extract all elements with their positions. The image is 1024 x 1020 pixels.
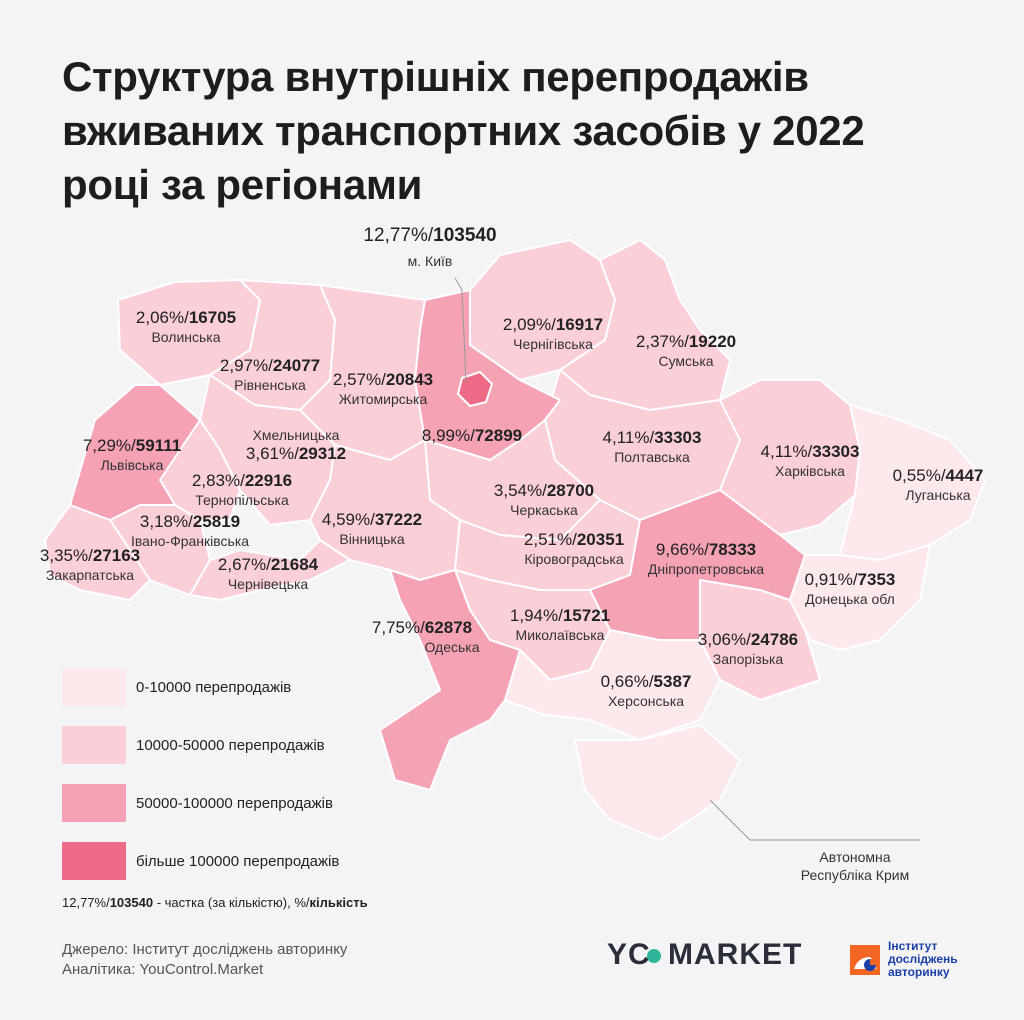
- legend-swatch: [62, 726, 126, 764]
- label-ternopil: 2,83%/22916 Тернопільська: [191, 471, 293, 508]
- label-kherson: 0,66%/5387 Херсонська: [600, 672, 692, 709]
- region-lviv: [69, 384, 201, 521]
- label-zaporizhzhia: 3,06%/24786 Запорізька: [697, 630, 799, 667]
- legend-label: 10000-50000 перепродажів: [136, 736, 325, 754]
- legend-tier-1: 0-10000 перепродажів: [62, 668, 291, 706]
- label-zhytomyr: 2,57%/20843 Житомирська: [332, 370, 434, 407]
- region-dnipro: [589, 489, 806, 641]
- label-odesa: 7,75%/62878 Одеська: [371, 618, 480, 655]
- label-crimea: Автономна Республіка Крим: [800, 849, 910, 883]
- label-chernivtsi: 2,67%/21684 Чернівецька: [217, 555, 319, 592]
- legend-tier-3: 50000-100000 перепродажів: [62, 784, 333, 822]
- legend-label: 50000-100000 перепродажів: [136, 794, 333, 812]
- legend-tier-4: більше 100000 перепродажів: [62, 842, 339, 880]
- label-kharkiv: 4,11%/33303 Харківська: [760, 442, 860, 479]
- legend-swatch: [62, 842, 126, 880]
- legend-label: більше 100000 перепродажів: [136, 852, 340, 870]
- region-donetsk: [789, 544, 931, 651]
- label-kyiv-city: 12,77%/103540 м. Київ: [363, 225, 497, 270]
- label-donetsk: 0,91%/7353 Донецька обл: [804, 570, 896, 607]
- label-rivne: 2,97%/24077 Рівненська: [219, 356, 321, 393]
- label-kirovohrad: 2,51%/20351 Кіровоградська: [523, 530, 625, 567]
- institute-logo: Інститут досліджень авторинку: [850, 940, 958, 979]
- label-zakarpattia: 3,35%/27163 Закарпатська: [39, 546, 141, 583]
- region-chernivtsi: [189, 539, 351, 601]
- label-ivano-frankivsk: 3,18%/25819 Івано-Франківська: [130, 512, 250, 549]
- format-note: 12,77%/103540 - частка (за кількістю), %…: [62, 895, 368, 910]
- label-mykolaiv: 1,94%/15721 Миколаївська: [509, 606, 611, 643]
- legend-swatch: [62, 668, 126, 706]
- label-luhansk: 0,55%/4447 Луганська: [892, 466, 984, 503]
- label-khmelnytskyi: Хмельницька 3,61%/29312: [245, 427, 347, 463]
- region-kyiv-oblast: [414, 289, 561, 461]
- region-crimea: [574, 724, 741, 841]
- label-sumy: 2,37%/19220 Сумська: [635, 332, 737, 369]
- car-market-icon: [850, 944, 880, 975]
- label-volyn: 2,06%/16705 Волинська: [135, 308, 237, 345]
- label-poltava: 4,11%/33303 Полтавська: [602, 428, 702, 465]
- label-dnipro: 9,66%/78333 Дніпропетровська: [647, 540, 765, 577]
- yc-market-logo: YC MARKET: [607, 938, 803, 971]
- region-kyiv-city: [457, 371, 493, 407]
- legend-tier-2: 10000-50000 перепродажів: [62, 726, 325, 764]
- region-kherson: [504, 629, 721, 741]
- label-chernihiv: 2,09%/16917 Чернігівська: [502, 315, 604, 352]
- legend-swatch: [62, 784, 126, 822]
- source-text: Джерело: Інститут досліджень авторинку А…: [62, 941, 348, 978]
- region-odesa: [379, 569, 521, 791]
- label-vinnytsia: 4,59%/37222 Вінницька: [321, 510, 423, 547]
- label-kyiv-oblast: 8,99%/72899: [421, 426, 523, 445]
- label-lviv: 7,29%/59111 Львівська: [82, 436, 182, 473]
- logo-dot-icon: [646, 949, 661, 964]
- page-title: Структура внутрішніх перепродажів вживан…: [62, 53, 865, 208]
- label-cherkasy: 3,54%/28700 Черкаська: [493, 481, 595, 518]
- legend-label: 0-10000 перепродажів: [136, 678, 292, 696]
